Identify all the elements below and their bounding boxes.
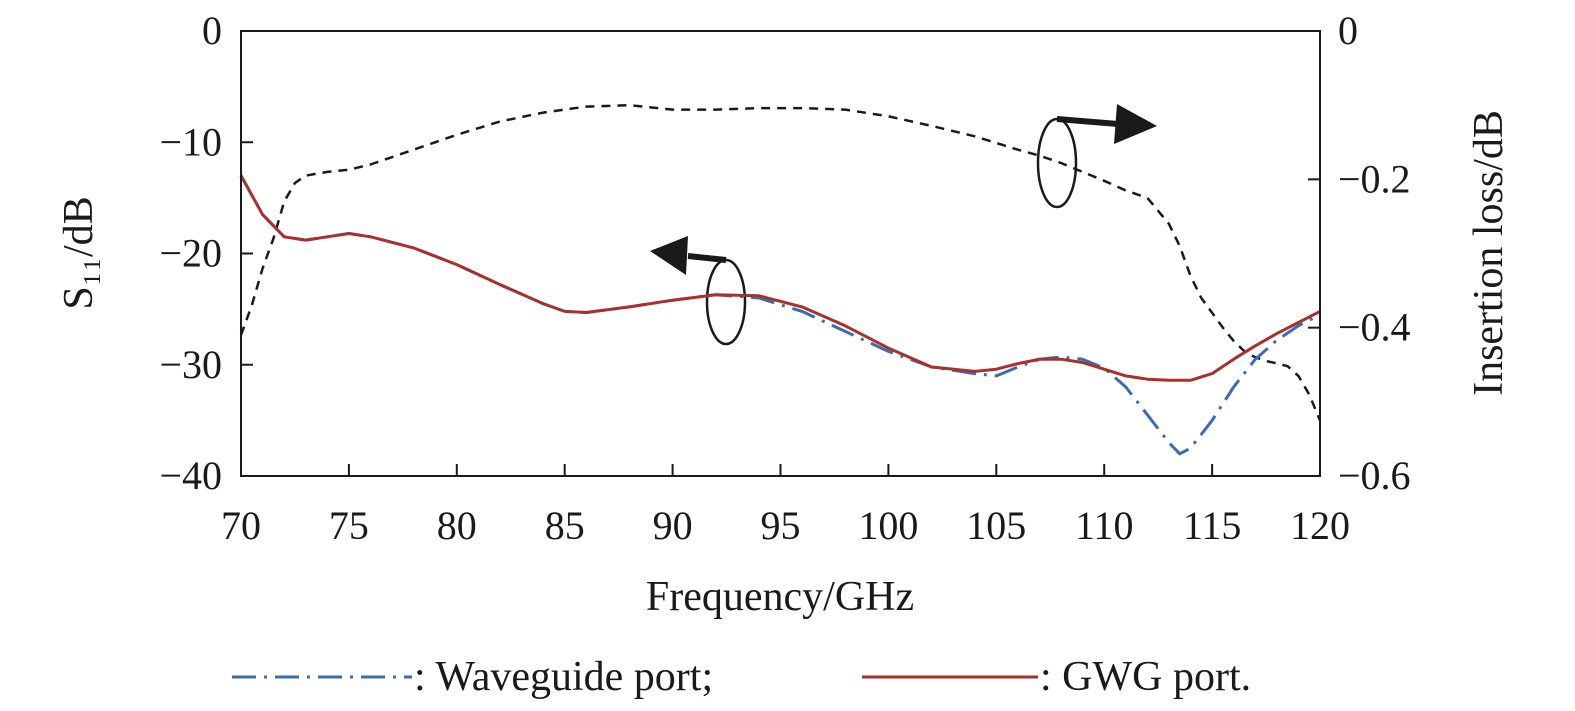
legend: : Waveguide port; : GWG port. xyxy=(232,654,1251,700)
right-axis-arrowhead xyxy=(1114,104,1157,144)
left-axis-arrowhead xyxy=(650,236,688,275)
x-tick-label: 80 xyxy=(437,503,477,548)
x-tick-label: 120 xyxy=(1290,503,1350,548)
plot-frame xyxy=(240,30,1321,477)
waveguide-port-line xyxy=(239,174,1321,456)
legend-label-waveguide: : Waveguide port; xyxy=(414,654,713,700)
y-tick-label-right: −0.2 xyxy=(1338,156,1411,201)
left-axis-indicator-ellipse xyxy=(705,258,747,346)
y-tick-label-left: −20 xyxy=(159,231,222,276)
x-tick-label: 110 xyxy=(1075,503,1134,548)
legend-label-gwg: : GWG port. xyxy=(1040,654,1251,700)
y-tick-label-right: −0.6 xyxy=(1338,453,1411,498)
plot-lines xyxy=(239,103,1322,456)
x-tick-label: 100 xyxy=(858,503,918,548)
left-axis-arrow-shaft xyxy=(687,253,727,263)
y-tick-label-right: −0.4 xyxy=(1338,305,1411,350)
right-axis-indicator-ellipse xyxy=(1036,117,1078,209)
y-tick-label-left: −30 xyxy=(159,342,222,387)
insertion-loss-line xyxy=(239,103,1322,421)
annotations xyxy=(650,104,1157,346)
y-tick-label-left: 0 xyxy=(202,8,222,53)
x-tick-label: 115 xyxy=(1183,503,1242,548)
y-axis-title-left: S₁₁/dB xyxy=(56,196,102,309)
x-axis-title: Frequency/GHz xyxy=(646,574,914,620)
x-tick-label: 105 xyxy=(966,503,1026,548)
y-tick-label-right: 0 xyxy=(1338,8,1358,53)
x-tick-label: 70 xyxy=(221,503,261,548)
x-tick-label: 95 xyxy=(761,503,801,548)
x-tick-label: 90 xyxy=(653,503,693,548)
y-tick-label-left: −10 xyxy=(159,119,222,164)
gwg-port-line xyxy=(239,174,1321,382)
tick-labels: 70 75 80 85 90 95 100 105 110 115 120 0 −10 −20 −30 −40… xyxy=(159,8,1410,548)
x-tick-label: 85 xyxy=(545,503,585,548)
x-tick-label: 75 xyxy=(329,503,369,548)
y-axis-title-right: Insertion loss/dB xyxy=(1466,110,1512,396)
ticks xyxy=(240,30,1321,477)
right-axis-arrow-shaft xyxy=(1056,116,1119,127)
y-tick-label-left: −40 xyxy=(159,453,222,498)
